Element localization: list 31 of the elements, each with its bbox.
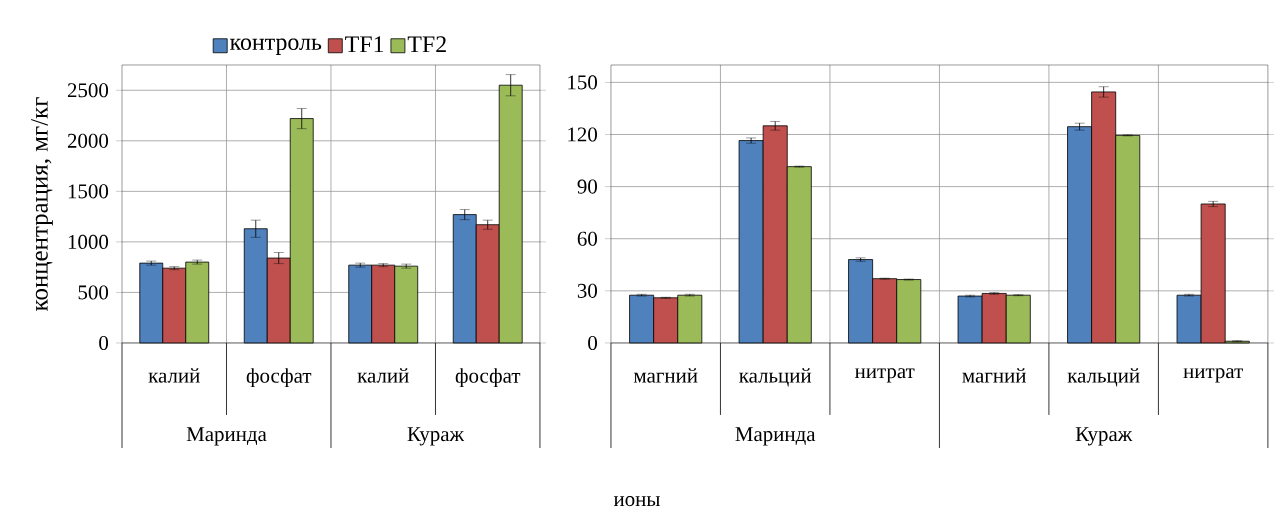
y-tick-label: 30 xyxy=(577,283,597,298)
x-tick-label: калий xyxy=(357,368,409,383)
y-tick-label: 0 xyxy=(588,335,597,350)
x-tick-label: кальций xyxy=(739,368,812,387)
y-tick-label: 2000 xyxy=(67,133,109,148)
y-tick-label: 90 xyxy=(577,179,597,194)
x-tick-label: магний xyxy=(633,368,698,383)
x-axis-title: ионы xyxy=(613,496,660,507)
text: Кураж xyxy=(1075,427,1133,446)
y-tick-label: 1000 xyxy=(68,234,109,249)
x-tick-label: нитрат xyxy=(854,368,915,383)
y-tick-label: 150 xyxy=(568,75,597,90)
x-tick-label: калий xyxy=(148,368,200,383)
text: Кураж xyxy=(407,427,465,446)
y-tick-label: 120 xyxy=(568,127,597,142)
y-tick-label: 60 xyxy=(577,231,597,246)
x-tick-label: фосфат xyxy=(455,368,521,388)
x-tick-label: фосфат xyxy=(246,368,312,388)
x-tick-label: нитрат xyxy=(1183,368,1243,383)
text: Маринда xyxy=(735,427,816,446)
y-tick-label: 2500 xyxy=(67,83,109,98)
text: Маринда xyxy=(186,427,267,446)
legend-label: TF2 xyxy=(407,36,446,53)
x-tick-label: магний xyxy=(962,368,1026,383)
legend-label: TF1 xyxy=(345,36,384,53)
y-tick-label: 0 xyxy=(99,335,109,350)
y-tick-label: 500 xyxy=(78,285,109,300)
x-tick-label: кальций xyxy=(1067,368,1140,387)
y-axis-title: концентрация, мг/кг xyxy=(31,97,53,311)
y-tick-label: 1500 xyxy=(68,184,109,199)
legend-label: контроль xyxy=(230,38,322,55)
